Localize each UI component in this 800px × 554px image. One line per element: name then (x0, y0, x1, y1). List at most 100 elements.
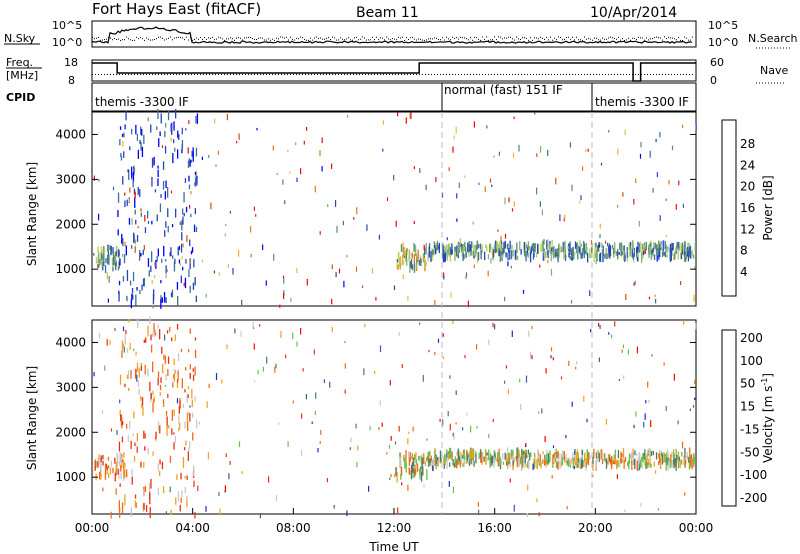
nave-dot (239, 74, 240, 75)
range-gate-cell (580, 457, 582, 462)
nave-dot (359, 74, 360, 75)
range-gate-cell (107, 298, 109, 303)
range-gate-cell (609, 245, 612, 257)
range-gate-cell (93, 371, 95, 377)
range-gate-cell (574, 458, 576, 465)
range-gate-cell (604, 240, 607, 244)
range-gate-cell (133, 167, 136, 173)
nave-dot (521, 74, 522, 75)
range-gate-cell (195, 226, 198, 233)
nsearch-dot (330, 39, 331, 40)
range-gate-cell (504, 380, 506, 384)
nsearch-dot (290, 36, 291, 38)
range-gate-cell (553, 251, 556, 258)
range-gate-cell (100, 474, 102, 480)
nsearch-dot (146, 37, 147, 39)
nsearch-dot (316, 36, 317, 38)
range-gate-cell (100, 457, 102, 468)
range-gate-cell (464, 355, 466, 358)
range-gate-cell (537, 244, 540, 254)
range-gate-cell (619, 458, 621, 463)
range-gate-cell (472, 450, 474, 459)
range-gate-cell (163, 245, 165, 257)
range-gate-cell (678, 242, 680, 251)
nsearch-dot (492, 39, 493, 41)
range-gate-cell (413, 262, 416, 273)
range-gate-cell (130, 370, 132, 379)
nsearch-dot (560, 37, 561, 38)
range-gate-cell (534, 455, 536, 464)
nsearch-dot (264, 39, 265, 41)
nsearch-dot (166, 38, 167, 40)
nave-dot (323, 74, 324, 75)
range-gate-cell (674, 457, 676, 463)
nsearch-dot (612, 37, 613, 39)
nsearch-dot (666, 38, 667, 40)
range-gate-cell (469, 244, 472, 252)
nave-dot (440, 74, 441, 75)
range-gate-cell (157, 463, 159, 472)
range-gate-cell (675, 460, 677, 471)
nsearch-dot (404, 40, 405, 41)
range-gate-cell (464, 242, 466, 252)
range-gate-cell (353, 217, 355, 220)
nsearch-dot (348, 37, 349, 39)
range-gate-cell (394, 473, 396, 478)
range-gate-cell (519, 378, 521, 383)
nave-dot (575, 74, 576, 75)
range-gate-cell (638, 221, 640, 227)
nsearch-dot (218, 36, 219, 38)
range-gate-cell (147, 210, 149, 219)
nave-dot (341, 74, 342, 75)
range-gate-cell (452, 146, 454, 153)
range-gate-cell (161, 346, 163, 354)
range-gate-cell (119, 399, 121, 404)
range-gate-cell (114, 327, 116, 332)
nave-dot (368, 74, 369, 75)
range-gate-cell (467, 300, 469, 308)
range-gate-cell (573, 465, 575, 470)
range-gate-cell (153, 331, 155, 337)
range-gate-cell (511, 450, 513, 457)
range-gate-cell (417, 257, 419, 262)
nave-dot (431, 74, 432, 75)
range-gate-cell (147, 258, 150, 267)
range-gate-cell (355, 423, 357, 429)
nave-dot (680, 74, 681, 75)
range-gate-cell (663, 452, 665, 463)
range-gate-cell (306, 279, 308, 286)
range-gate-cell (454, 246, 456, 253)
range-gate-cell (688, 459, 691, 470)
nsearch-dot (606, 38, 607, 40)
nave-dot (518, 74, 519, 75)
range-gate-cell (268, 476, 270, 483)
range-gate-cell (584, 250, 587, 254)
range-gate-cell (169, 486, 171, 493)
range-gate-cell (618, 251, 620, 255)
range-gate-cell (102, 262, 104, 271)
range-gate-cell (190, 191, 192, 195)
nave-dot (482, 74, 483, 75)
range-gate-cell (631, 460, 633, 470)
x-tick-label: 20:00 (578, 521, 613, 535)
range-gate-cell (178, 245, 180, 251)
nave-dot (692, 74, 693, 75)
range-gate-cell (274, 366, 276, 373)
nsearch-dot (342, 38, 343, 40)
range-gate-cell (450, 247, 452, 254)
range-gate-cell (611, 456, 613, 467)
range-gate-cell (520, 457, 522, 464)
range-gate-cell (425, 242, 427, 254)
range-gate-cell (607, 461, 609, 465)
nsearch-dot (462, 37, 463, 39)
range-gate-cell (443, 456, 445, 466)
nsearch-dot (328, 37, 329, 39)
nsearch-tick-top: 10^5 (708, 19, 738, 32)
range-gate-cell (449, 447, 452, 459)
range-gate-cell (214, 118, 216, 124)
range-gate-cell (123, 151, 125, 158)
range-gate-cell (465, 276, 467, 279)
range-gate-cell (543, 252, 546, 261)
range-gate-cell (431, 248, 433, 254)
nave-dot (212, 74, 213, 75)
